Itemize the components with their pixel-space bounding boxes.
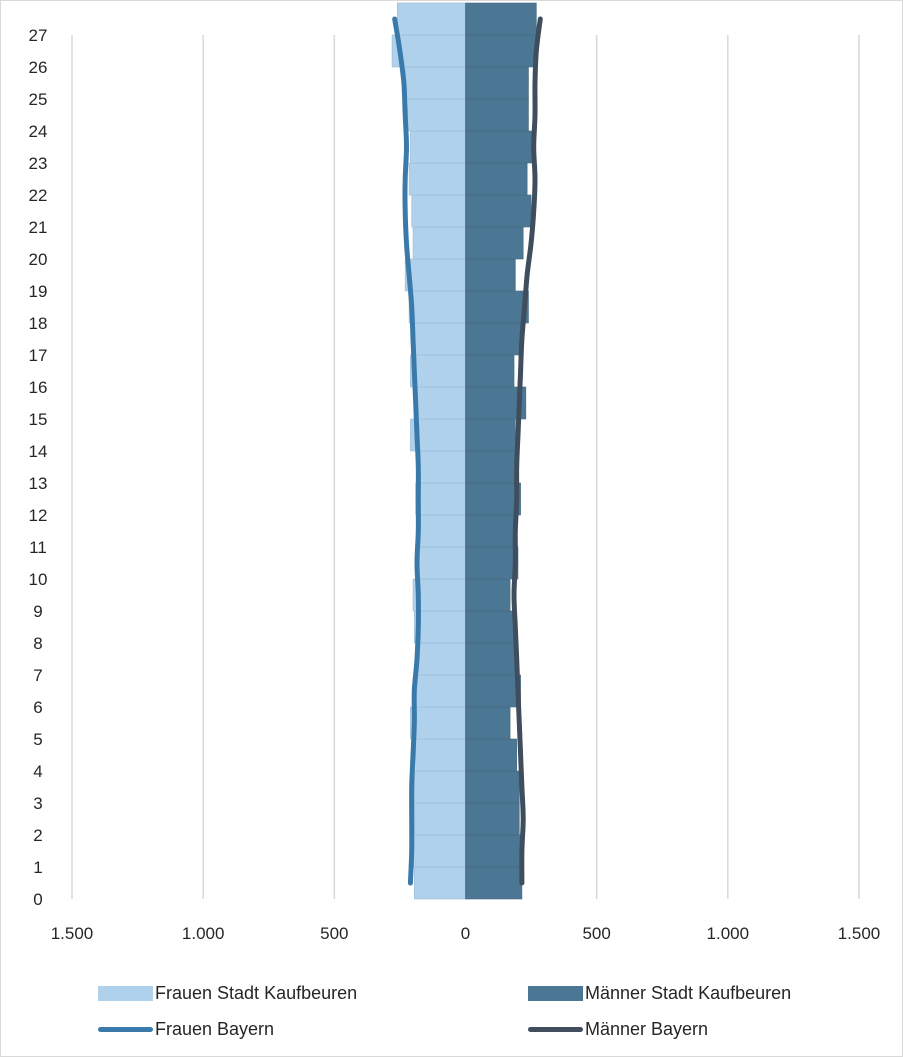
bars: [391, 2, 537, 900]
bar-m-nner-stadt-kaufbeuren: [465, 162, 528, 196]
bar-frauen-stadt-kaufbeuren: [416, 450, 466, 484]
y-tick-label: 27: [29, 26, 48, 45]
x-tick-label: 1.500: [838, 924, 881, 943]
bar-frauen-stadt-kaufbeuren: [415, 738, 466, 772]
y-tick-label: 7: [33, 666, 42, 685]
y-tick-label: 5: [33, 730, 42, 749]
bar-frauen-stadt-kaufbeuren: [414, 770, 466, 804]
bar-m-nner-stadt-kaufbeuren: [465, 354, 515, 388]
bar-frauen-stadt-kaufbeuren: [414, 866, 466, 900]
x-axis-ticks: 1.500 1.000 500 0 500 1.000 1.500: [51, 924, 881, 943]
line-frauen-bayern: [392, 16, 421, 886]
bar-frauen-stadt-kaufbeuren: [410, 706, 466, 740]
y-tick-label: 11: [29, 538, 47, 557]
bar-m-nner-stadt-kaufbeuren: [465, 322, 523, 356]
bar-m-nner-stadt-kaufbeuren: [465, 834, 521, 868]
bar-frauen-stadt-kaufbeuren: [412, 834, 466, 868]
bar-frauen-stadt-kaufbeuren: [414, 802, 466, 836]
bar-frauen-stadt-kaufbeuren: [416, 514, 466, 548]
y-tick-label: 2: [33, 826, 42, 845]
bar-frauen-stadt-kaufbeuren: [415, 546, 466, 580]
bar-m-nner-stadt-kaufbeuren: [465, 450, 519, 484]
y-tick-label: 25: [29, 90, 48, 109]
bar-m-nner-stadt-kaufbeuren: [465, 418, 516, 452]
x-tick-label: 1.000: [182, 924, 225, 943]
bar-m-nner-stadt-kaufbeuren: [465, 34, 537, 68]
y-tick-label: 12: [29, 506, 48, 525]
bar-m-nner-stadt-kaufbeuren: [465, 226, 524, 260]
bar-m-nner-stadt-kaufbeuren: [465, 194, 532, 228]
y-tick-label: 22: [29, 186, 48, 205]
bar-frauen-stadt-kaufbeuren: [414, 610, 466, 644]
bar-frauen-stadt-kaufbeuren: [404, 258, 466, 292]
bar-frauen-stadt-kaufbeuren: [408, 290, 466, 324]
bar-frauen-stadt-kaufbeuren: [411, 322, 466, 356]
bar-frauen-stadt-kaufbeuren: [412, 226, 466, 260]
y-tick-label: 3: [33, 794, 42, 813]
y-tick-label: 13: [29, 474, 48, 493]
bar-frauen-stadt-kaufbeuren: [410, 354, 466, 388]
bar-m-nner-stadt-kaufbeuren: [465, 802, 520, 836]
x-tick-label: 500: [320, 924, 348, 943]
bar-frauen-stadt-kaufbeuren: [412, 578, 466, 612]
x-tick-label: 1.500: [51, 924, 94, 943]
x-tick-label: 0: [461, 924, 470, 943]
bar-m-nner-stadt-kaufbeuren: [465, 258, 516, 292]
bar-m-nner-stadt-kaufbeuren: [465, 386, 527, 420]
bar-m-nner-stadt-kaufbeuren: [465, 770, 520, 804]
lines: [392, 16, 543, 886]
y-tick-label: 9: [33, 602, 42, 621]
y-tick-label: 15: [29, 410, 48, 429]
bar-m-nner-stadt-kaufbeuren: [465, 482, 521, 516]
y-tick-label: 0: [33, 890, 42, 909]
y-tick-label: 18: [29, 314, 48, 333]
bar-frauen-stadt-kaufbeuren: [410, 130, 466, 164]
y-tick-label: 19: [29, 282, 48, 301]
y-axis-ticks: 0123456789101112131415161718192021222324…: [29, 26, 48, 909]
bar-m-nner-stadt-kaufbeuren: [465, 738, 517, 772]
y-tick-label: 4: [33, 762, 42, 781]
bar-frauen-stadt-kaufbeuren: [415, 642, 466, 676]
y-tick-label: 10: [29, 570, 48, 589]
bar-m-nner-stadt-kaufbeuren: [465, 674, 521, 708]
bar-m-nner-stadt-kaufbeuren: [465, 610, 516, 644]
bar-m-nner-stadt-kaufbeuren: [465, 642, 519, 676]
bar-m-nner-stadt-kaufbeuren: [465, 706, 511, 740]
bar-frauen-stadt-kaufbeuren: [396, 2, 466, 36]
bar-m-nner-stadt-kaufbeuren: [465, 98, 529, 132]
bar-m-nner-stadt-kaufbeuren: [465, 546, 519, 580]
bar-frauen-stadt-kaufbeuren: [414, 386, 466, 420]
bar-m-nner-stadt-kaufbeuren: [465, 578, 511, 612]
y-tick-label: 6: [33, 698, 42, 717]
y-tick-label: 16: [29, 378, 48, 397]
y-tick-label: 23: [29, 154, 48, 173]
bar-m-nner-stadt-kaufbeuren: [465, 290, 529, 324]
y-tick-label: 24: [29, 122, 48, 141]
x-tick-label: 500: [582, 924, 610, 943]
bar-frauen-stadt-kaufbeuren: [408, 162, 466, 196]
bar-frauen-stadt-kaufbeuren: [415, 482, 466, 516]
y-tick-label: 26: [29, 58, 48, 77]
x-tick-label: 1.000: [707, 924, 750, 943]
bar-frauen-stadt-kaufbeuren: [407, 98, 466, 132]
y-tick-label: 8: [33, 634, 42, 653]
bar-m-nner-stadt-kaufbeuren: [465, 66, 529, 100]
y-tick-label: 21: [29, 218, 48, 237]
bar-frauen-stadt-kaufbeuren: [414, 674, 466, 708]
y-tick-label: 1: [33, 858, 42, 877]
bar-m-nner-stadt-kaufbeuren: [465, 2, 537, 36]
line-m-nner-bayern: [511, 16, 543, 886]
bar-frauen-stadt-kaufbeuren: [404, 66, 466, 100]
bar-m-nner-stadt-kaufbeuren: [465, 866, 523, 900]
y-tick-label: 14: [29, 442, 48, 461]
y-tick-label: 20: [29, 250, 48, 269]
bar-frauen-stadt-kaufbeuren: [411, 194, 466, 228]
y-tick-label: 17: [29, 346, 48, 365]
bar-m-nner-stadt-kaufbeuren: [465, 514, 517, 548]
gridlines: [71, 35, 860, 899]
bar-m-nner-stadt-kaufbeuren: [465, 130, 533, 164]
bar-frauen-stadt-kaufbeuren: [391, 34, 466, 68]
